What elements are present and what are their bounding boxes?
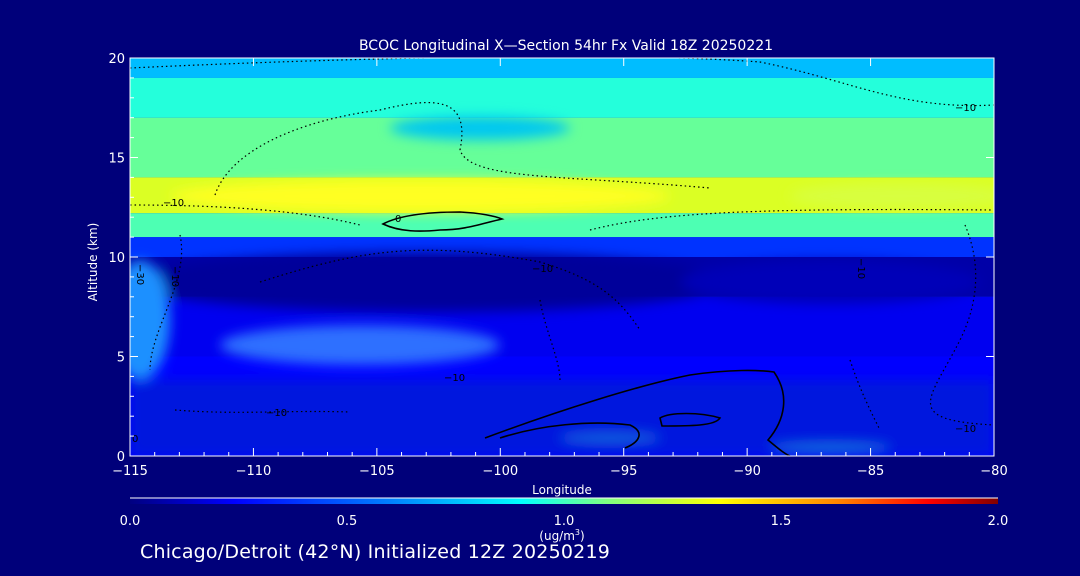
x-tick-label: −85 — [857, 464, 884, 479]
colorbar-tick-label: 0.5 — [337, 514, 358, 529]
upper-patch — [390, 116, 570, 140]
colorbar-units-sup: 3 — [575, 528, 580, 537]
contour-lower-small — [659, 412, 722, 427]
colorbar-units: (ug/m3) — [539, 528, 584, 543]
y-tick-label: 10 — [108, 251, 125, 266]
lower-blue — [130, 380, 994, 456]
contour-label: −10 — [169, 266, 180, 287]
x-axis-label: Longitude — [532, 483, 592, 497]
y-tick-label: 0 — [117, 450, 125, 465]
plot-area — [130, 58, 994, 456]
colorbar-gradient — [130, 498, 998, 504]
y-tick-label: 15 — [108, 152, 125, 167]
footer-caption: Chicago/Detroit (42°N) Initialized 12Z 2… — [140, 541, 611, 563]
contour-label: 0 — [132, 434, 138, 445]
dark-core-east — [680, 260, 980, 304]
y-tick-label: 20 — [108, 52, 125, 67]
heat-band — [130, 58, 994, 78]
contour-label: −10 — [955, 103, 976, 114]
colorbar-tick-label: 1.5 — [771, 514, 792, 529]
contour-label: −10 — [163, 198, 184, 209]
solid-contours — [381, 211, 791, 456]
contour-label: −30 — [134, 264, 145, 285]
x-tick-label: −105 — [359, 464, 395, 479]
x-tick-label: −110 — [236, 464, 272, 479]
x-tick-label: −80 — [980, 464, 1007, 479]
x-tick-label: −100 — [482, 464, 518, 479]
contour-label: 0 — [395, 214, 401, 225]
colorbar-tick-label: 2.0 — [988, 514, 1009, 529]
colorbar-tick-label: 0.0 — [120, 514, 141, 529]
x-tick-label: −95 — [610, 464, 637, 479]
contour-lower-inner — [499, 422, 640, 449]
dotted-contours — [130, 58, 994, 431]
contour-label: −10 — [532, 264, 553, 275]
yellow-east — [790, 184, 994, 208]
x-axis: −115 −110 −105 −100 −95 −90 −85 −80 — [112, 58, 1008, 479]
chart-title: BCOC Longitudinal X—Section 54hr Fx Vali… — [359, 38, 773, 54]
x-tick-label: −90 — [733, 464, 760, 479]
x-tick-label: −115 — [112, 464, 148, 479]
dark-core — [130, 252, 730, 312]
contour-label: −10 — [266, 408, 287, 419]
colorbar-units-end: ) — [580, 529, 585, 543]
colorbar: 0.0 0.5 1.0 1.5 2.0 (ug/m3) — [120, 497, 1009, 543]
heat-band — [130, 237, 994, 257]
contour-labels: 0 −10 −10 −10 −10 −10 −30 −10 −10 −10 0 — [132, 103, 976, 445]
colorbar-units-main: (ug/m — [539, 529, 575, 543]
heat-features — [130, 116, 994, 456]
contour-label: −10 — [444, 373, 465, 384]
heat-band — [130, 77, 994, 118]
contour-lower-outer — [484, 369, 791, 456]
y-axis-label: Altitude (km) — [86, 223, 100, 302]
yellow-core — [170, 180, 670, 212]
contour-label: −10 — [955, 424, 976, 435]
contour-upper — [381, 211, 505, 232]
mid-patch — [220, 325, 500, 365]
colorbar-tick-label: 1.0 — [554, 514, 575, 529]
contour-label: −10 — [855, 258, 866, 279]
y-tick-label: 5 — [117, 351, 125, 366]
heat-band — [130, 213, 994, 238]
y-axis: 0 5 10 15 20 — [108, 52, 994, 465]
west-edge — [130, 260, 170, 380]
colorbar-ticks: 0.0 0.5 1.0 1.5 2.0 — [120, 514, 1009, 529]
